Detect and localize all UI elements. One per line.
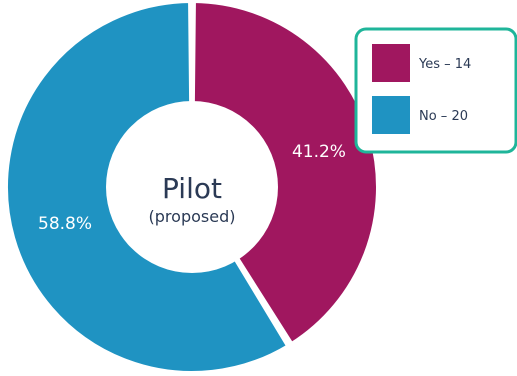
legend-label-yes: Yes – 14 <box>418 57 471 72</box>
legend-swatch-no <box>372 96 410 134</box>
percent-label-no: 58.8% <box>38 214 92 234</box>
chart-title: Pilot <box>162 172 222 205</box>
donut-hole <box>106 101 278 273</box>
legend-swatch-yes <box>372 44 410 82</box>
legend-label-no: No – 20 <box>419 109 468 124</box>
chart-subtitle: (proposed) <box>149 207 236 226</box>
percent-labels: 41.2% 58.8% <box>38 142 346 234</box>
legend: Yes – 14 No – 20 <box>354 27 517 154</box>
percent-label-yes: 41.2% <box>292 142 346 162</box>
